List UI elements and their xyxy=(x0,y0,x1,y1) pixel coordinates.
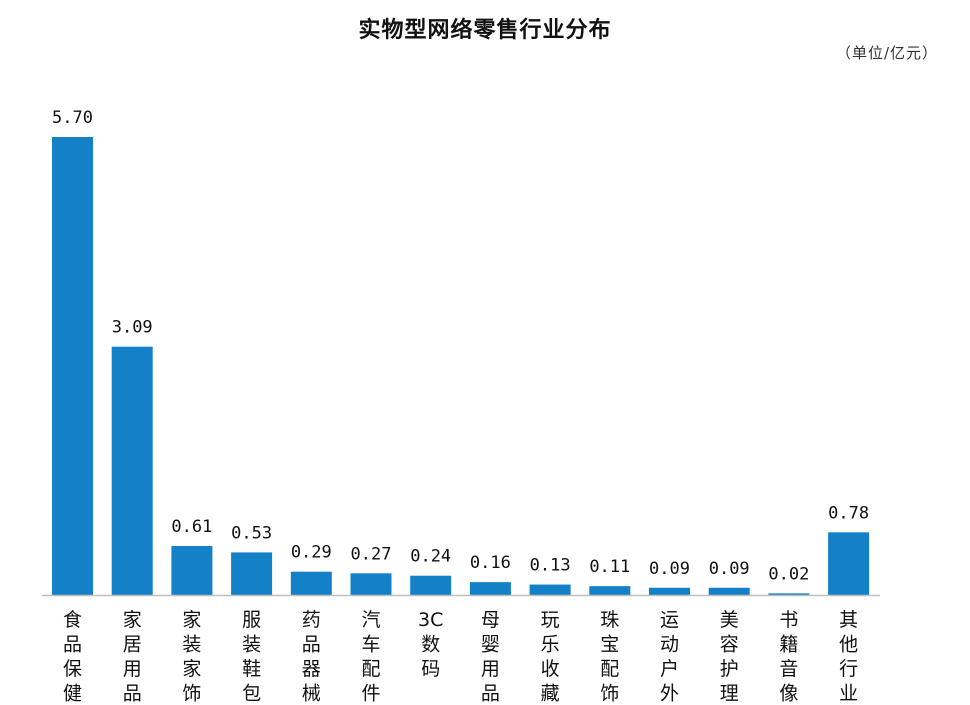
category-label-13: 其他行业 xyxy=(839,609,858,705)
bar-4 xyxy=(290,571,332,595)
category-label-10: 运动户外 xyxy=(660,609,679,705)
value-label-11: 0.09 xyxy=(709,559,750,579)
category-label-5: 汽车配件 xyxy=(361,609,380,705)
category-label-2: 家装家饰 xyxy=(182,609,201,705)
category-labels-group: 食品保健 家居用品 家装家饰 服装鞋包 药品器械 汽车配件 3C 数码 母婴用品 玩乐收藏 珠宝配饰… xyxy=(63,609,858,705)
bar-6 xyxy=(410,575,452,595)
category-label-3: 服装鞋包 xyxy=(242,609,261,705)
bar-10 xyxy=(649,587,690,595)
bar-5 xyxy=(350,573,392,595)
value-label-10: 0.09 xyxy=(649,559,690,579)
value-label-13: 0.78 xyxy=(828,503,869,523)
value-label-12: 0.02 xyxy=(768,564,809,584)
chart-title: 实物型网络零售行业分布 xyxy=(358,18,612,43)
value-label-4: 0.29 xyxy=(291,543,332,563)
value-label-7: 0.16 xyxy=(470,553,511,573)
bar-13 xyxy=(828,532,870,595)
bar-0 xyxy=(52,137,93,595)
category-label-9: 珠宝配饰 xyxy=(600,609,619,705)
category-label-6: 3C 数码 xyxy=(418,609,443,680)
bars-group xyxy=(52,137,870,595)
bar-1 xyxy=(111,346,153,595)
unit-label: （单位/亿元） xyxy=(835,44,938,62)
bar-12 xyxy=(768,593,810,595)
bar-9 xyxy=(589,586,631,595)
value-label-3: 0.53 xyxy=(231,523,272,543)
value-label-2: 0.61 xyxy=(171,517,212,537)
value-label-1: 3.09 xyxy=(112,318,153,338)
category-label-7: 母婴用品 xyxy=(481,609,500,705)
category-label-11: 美容护理 xyxy=(720,609,739,705)
value-label-5: 0.27 xyxy=(351,544,392,564)
value-labels-group: 5.70 3.09 0.61 0.53 0.29 0.27 0.24 0.16 0.13 0.11… xyxy=(52,108,869,584)
value-label-9: 0.11 xyxy=(589,557,630,577)
value-label-8: 0.13 xyxy=(530,556,571,576)
category-label-12: 书籍音像 xyxy=(779,609,798,705)
value-label-6: 0.24 xyxy=(410,547,451,567)
bar-3 xyxy=(231,552,273,595)
category-label-0: 食品保健 xyxy=(63,609,82,705)
bar-7 xyxy=(469,582,511,595)
bar-2 xyxy=(171,545,213,595)
bar-8 xyxy=(529,584,571,595)
category-label-1: 家居用品 xyxy=(123,609,142,705)
value-label-0: 5.70 xyxy=(52,108,93,128)
category-label-4: 药品器械 xyxy=(302,609,321,705)
category-label-8: 玩乐收藏 xyxy=(541,609,560,705)
bar-11 xyxy=(708,587,750,595)
